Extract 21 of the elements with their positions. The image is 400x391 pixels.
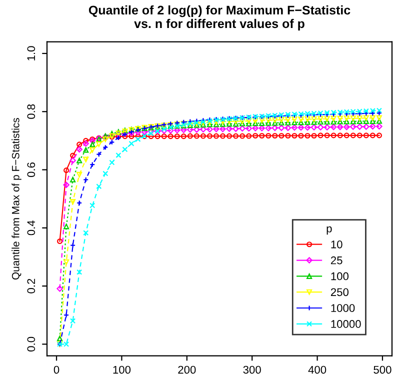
legend-label: 25: [330, 256, 342, 264]
x-tick-label: 200: [178, 366, 196, 374]
x-tick-label: 500: [374, 366, 392, 374]
x-tick-label: 100: [113, 366, 131, 374]
y-tick-label: 0.8: [27, 104, 36, 119]
legend-label: 250: [330, 288, 349, 296]
y-tick-label: 0.2: [27, 278, 36, 294]
y-tick-label: 1.0: [27, 46, 36, 60]
legend-label: 10: [331, 240, 342, 248]
y-axis-title: Quantile from Max of p F−Statistics: [12, 118, 22, 280]
y-tick-label: 0.4: [27, 220, 36, 236]
y-tick-label: 0.0: [27, 336, 36, 352]
legend-label: 1000: [331, 304, 355, 312]
legend-label: 10000: [331, 320, 361, 328]
legend-title: p: [326, 226, 332, 235]
x-tick-label: 0: [54, 366, 60, 374]
legend-label: 100: [331, 272, 349, 280]
y-tick-label: 0.6: [27, 162, 36, 178]
x-tick-label: 300: [243, 366, 261, 374]
x-tick-label: 400: [308, 366, 326, 374]
chart-title: Quantile of 2 log(p) for Maximum F−Statistic vs. n for different values of p: [88, 5, 350, 31]
